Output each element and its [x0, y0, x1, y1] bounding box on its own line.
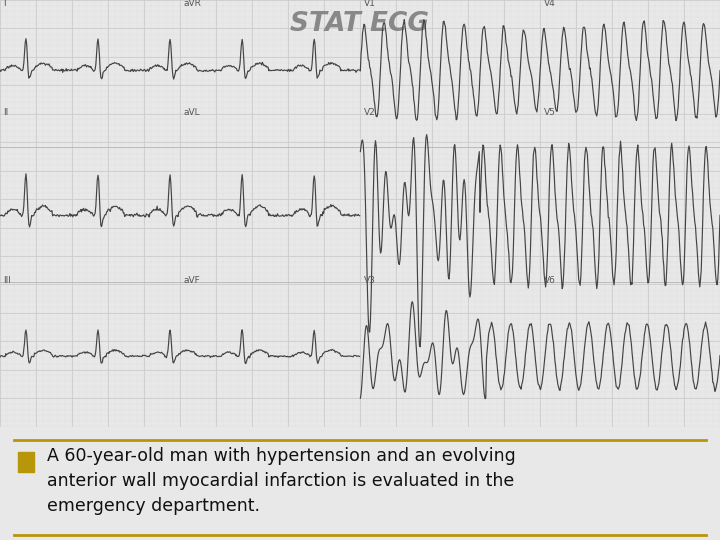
- Text: V4: V4: [544, 0, 555, 8]
- Text: III: III: [4, 275, 12, 285]
- Text: I: I: [4, 0, 6, 8]
- Text: II: II: [4, 108, 9, 117]
- Text: V1: V1: [364, 0, 375, 8]
- Text: A 60-year-old man with hypertension and an evolving: A 60-year-old man with hypertension and …: [47, 447, 516, 465]
- Text: aVL: aVL: [184, 108, 200, 117]
- Text: aVF: aVF: [184, 275, 200, 285]
- Text: V3: V3: [364, 275, 375, 285]
- Text: V5: V5: [544, 108, 555, 117]
- Text: aVR: aVR: [184, 0, 202, 8]
- Text: V2: V2: [364, 108, 375, 117]
- Text: anterior wall myocardial infarction is evaluated in the: anterior wall myocardial infarction is e…: [47, 472, 514, 490]
- Text: STAT ECG: STAT ECG: [290, 11, 430, 37]
- Text: emergency department.: emergency department.: [47, 497, 260, 515]
- Bar: [18, 451, 34, 472]
- Text: V6: V6: [544, 275, 555, 285]
